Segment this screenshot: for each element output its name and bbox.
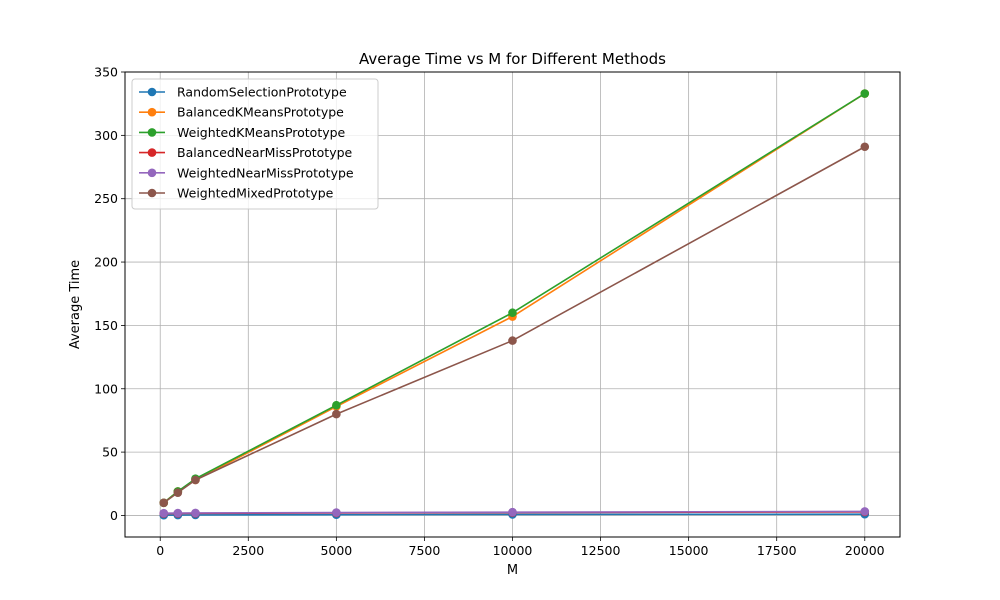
legend-item: WeightedNearMissPrototype xyxy=(139,165,354,180)
ticks: 0 2500 5000 7500 10000 12500 15000 17500 20000 0 5… xyxy=(94,65,885,559)
y-axis-label: Average Time xyxy=(68,260,83,349)
x-tick-label: 17500 xyxy=(757,543,797,558)
data-point xyxy=(159,508,169,518)
legend-swatch-marker xyxy=(147,188,157,198)
data-point xyxy=(508,308,517,318)
data-point xyxy=(173,488,183,497)
y-tick-label: 200 xyxy=(94,255,118,270)
y-tick-label: 250 xyxy=(94,191,118,206)
data-point xyxy=(332,508,341,517)
data-point xyxy=(860,142,870,152)
legend-label: RandomSelectionPrototype xyxy=(177,85,347,100)
data-point xyxy=(191,475,200,485)
data-point xyxy=(860,89,870,98)
legend-swatch-marker xyxy=(147,87,157,97)
legend-label: WeightedNearMissPrototype xyxy=(177,165,354,180)
legend-label: WeightedKMeansPrototype xyxy=(177,125,346,140)
x-tick-label: 5000 xyxy=(320,543,352,558)
y-tick-label: 50 xyxy=(102,445,118,460)
data-point xyxy=(332,400,341,410)
legend-swatch-marker xyxy=(147,128,157,137)
data-point xyxy=(173,508,183,518)
legend-label: WeightedMixedPrototype xyxy=(177,186,334,201)
x-tick-label: 7500 xyxy=(409,543,441,558)
x-tick-label: 10000 xyxy=(493,543,533,558)
data-point xyxy=(508,336,517,345)
x-tick-label: 15000 xyxy=(669,543,709,558)
y-tick-label: 100 xyxy=(94,381,118,396)
series-WeightedMixedPrototype xyxy=(159,142,870,508)
legend-item: RandomSelectionPrototype xyxy=(139,85,347,100)
y-tick-label: 150 xyxy=(94,318,118,333)
legend-label: BalancedNearMissPrototype xyxy=(177,145,353,160)
x-axis-label: M xyxy=(507,563,518,578)
legend-item: BalancedNearMissPrototype xyxy=(139,145,353,160)
x-tick-label: 20000 xyxy=(845,543,885,558)
data-point xyxy=(191,508,200,518)
y-tick-label: 0 xyxy=(110,508,118,523)
legend-swatch-marker xyxy=(147,168,157,178)
data-point xyxy=(860,507,870,516)
chart-title: Average Time vs M for Different Methods xyxy=(359,50,666,68)
data-point xyxy=(159,498,169,508)
legend-box xyxy=(131,78,379,210)
x-tick-label: 12500 xyxy=(581,543,621,558)
x-tick-label: 2500 xyxy=(232,543,264,558)
y-tick-label: 300 xyxy=(94,128,118,143)
series-layer xyxy=(159,89,870,520)
legend-item: WeightedKMeansPrototype xyxy=(139,125,346,140)
legend-swatch-marker xyxy=(147,148,157,157)
series-WeightedNearMissPrototype xyxy=(159,507,870,518)
legend-item: BalancedKMeansPrototype xyxy=(139,105,344,120)
legend: RandomSelectionPrototype BalancedKMeansPr… xyxy=(131,78,379,210)
legend-label: BalancedKMeansPrototype xyxy=(177,105,344,120)
data-point xyxy=(332,409,341,419)
data-point xyxy=(508,507,517,517)
legend-item: WeightedMixedPrototype xyxy=(139,186,334,201)
legend-swatch-marker xyxy=(147,107,157,117)
x-tick-label: 0 xyxy=(156,543,164,558)
y-tick-label: 350 xyxy=(94,65,118,80)
